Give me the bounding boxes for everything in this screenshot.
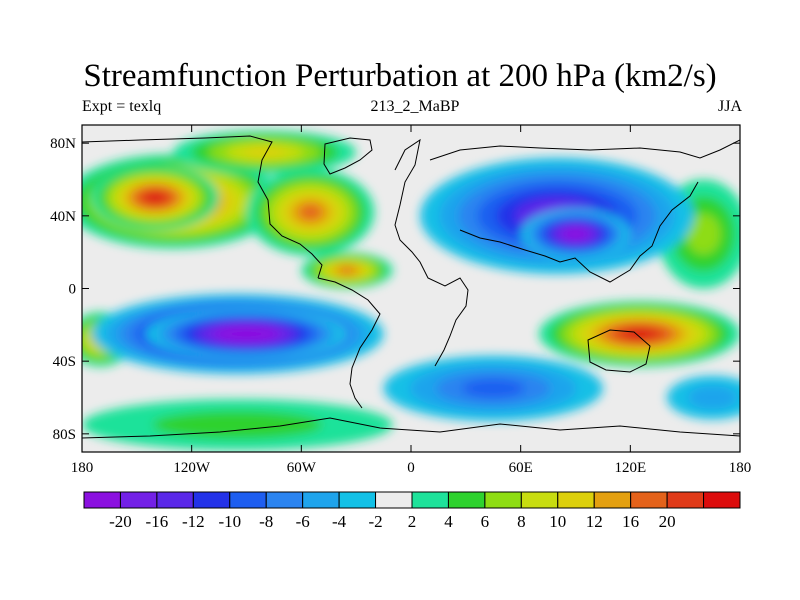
coastline-asia-south bbox=[459, 181, 699, 283]
field-ring bbox=[562, 227, 589, 241]
colorbar-label: -2 bbox=[368, 512, 382, 531]
x-tick-label: 180 bbox=[71, 460, 94, 476]
colorbar-label: 8 bbox=[517, 512, 526, 531]
colorbar-label: 2 bbox=[408, 512, 417, 531]
colorbar-swatch bbox=[229, 491, 267, 509]
coastline-south-america bbox=[317, 277, 381, 409]
x-tick-label: 60W bbox=[287, 460, 317, 476]
colorbar-label: -12 bbox=[182, 512, 205, 531]
colorbar-swatch bbox=[156, 491, 194, 509]
y-tick-label: 40N bbox=[50, 209, 76, 225]
colorbar-label: 6 bbox=[481, 512, 490, 531]
colorbar-swatch bbox=[375, 491, 413, 509]
contour-fields bbox=[82, 130, 740, 451]
coastline-australia bbox=[587, 329, 651, 373]
coastline-antarctica bbox=[82, 417, 740, 439]
x-tick-label: 0 bbox=[407, 460, 415, 476]
field-neg-north-atlantic bbox=[246, 168, 375, 256]
field-pos-south-pacific-core bbox=[145, 308, 348, 360]
y-tick-label: 40S bbox=[53, 354, 76, 370]
field-ring bbox=[243, 147, 286, 158]
colorbar-swatch bbox=[484, 491, 522, 509]
colorbar-swatch bbox=[302, 491, 340, 509]
x-tick-label: 180 bbox=[729, 460, 752, 476]
field-neg-greenland bbox=[173, 130, 357, 175]
colorbar-swatch bbox=[192, 491, 231, 509]
field-neg-southern-band bbox=[82, 399, 393, 451]
coastline-north-america bbox=[82, 135, 323, 279]
colorbar-swatch bbox=[447, 491, 486, 509]
season-label: JJA bbox=[717, 98, 742, 115]
field-neg-south-indian bbox=[538, 301, 740, 367]
colorbar-label: 16 bbox=[622, 512, 639, 531]
chart-title: Streamfunction Perturbation at 200 hPa (… bbox=[83, 58, 717, 94]
colorbar-swatch bbox=[411, 491, 449, 509]
colorbar-swatch bbox=[630, 491, 668, 509]
colorbar-swatch bbox=[593, 491, 632, 509]
y-tick-label: 80S bbox=[53, 427, 76, 443]
coastline-greenland bbox=[323, 137, 373, 175]
colorbar-label: 10 bbox=[549, 512, 566, 531]
colorbar-label: -10 bbox=[218, 512, 241, 531]
colorbar-swatch bbox=[338, 491, 377, 509]
colorbar-swatch bbox=[265, 491, 304, 509]
field-ring bbox=[687, 385, 738, 410]
field-ring bbox=[686, 213, 721, 255]
colorbar-swatch bbox=[703, 491, 741, 509]
field-pos-south-atlantic bbox=[383, 355, 603, 422]
experiment-label: Expt = texlq bbox=[82, 98, 162, 115]
field-ring bbox=[152, 410, 323, 439]
field-pos-asia-core bbox=[520, 208, 631, 260]
colorbar-swatch bbox=[666, 491, 705, 509]
field-pos-south-pacific-east bbox=[666, 375, 740, 420]
coastline-asia bbox=[429, 139, 740, 161]
colorbar-label: 4 bbox=[444, 512, 453, 531]
colorbar-label: 12 bbox=[586, 512, 603, 531]
colorbar-label: -20 bbox=[109, 512, 132, 531]
field-neg-north-pacific-core bbox=[91, 164, 220, 231]
colorbar-label: -6 bbox=[296, 512, 310, 531]
colorbar-label: -4 bbox=[332, 512, 347, 531]
colorbar-label: -16 bbox=[146, 512, 169, 531]
field-neg-tropical-atlantic bbox=[301, 252, 393, 289]
field-ring bbox=[339, 267, 355, 274]
y-tick-label: 0 bbox=[69, 282, 77, 298]
field-ring bbox=[299, 204, 322, 220]
x-tick-label: 60E bbox=[509, 460, 533, 476]
case-label: 213_2_MaBP bbox=[370, 98, 460, 115]
axis-ticks bbox=[81, 125, 741, 452]
map-area bbox=[82, 125, 740, 452]
colorbar-swatch bbox=[520, 491, 559, 509]
field-ring bbox=[146, 193, 164, 202]
field-ring bbox=[461, 379, 525, 398]
coastlines bbox=[82, 135, 740, 439]
x-tick-label: 120E bbox=[614, 460, 646, 476]
colorbar-label: 20 bbox=[659, 512, 676, 531]
y-tick-label: 80N bbox=[50, 136, 76, 152]
x-tick-label: 120W bbox=[173, 460, 211, 476]
coastline-europe-africa bbox=[394, 138, 469, 367]
colorbar-swatch bbox=[119, 491, 158, 509]
colorbar-swatch bbox=[557, 491, 595, 509]
axis-labels: 180 120W 60W 0 60E 120E 180 80N 40N 0 40S 80S bbox=[50, 136, 751, 476]
field-ring bbox=[214, 325, 279, 342]
colorbar-label: -8 bbox=[259, 512, 273, 531]
colorbar: -20 -16 -12 -10 -8 -6 -4 -2 2 4 6 8 10 12 16 20 bbox=[83, 491, 741, 531]
colorbar-swatch bbox=[83, 491, 121, 509]
